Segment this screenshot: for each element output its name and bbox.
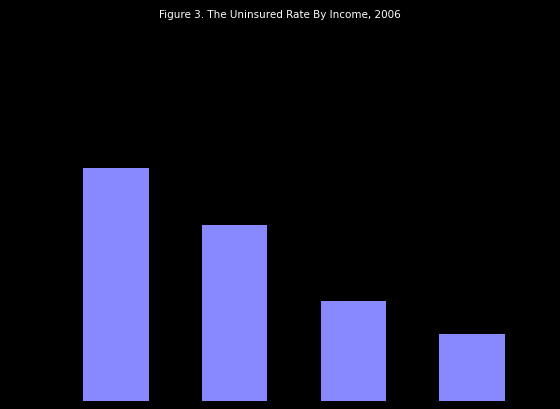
Bar <box>440 334 505 401</box>
Bar <box>202 225 267 401</box>
Text: Figure 3. The Uninsured Rate By Income, 2006: Figure 3. The Uninsured Rate By Income, … <box>159 10 401 20</box>
Bar <box>83 168 148 401</box>
Bar <box>321 301 386 401</box>
